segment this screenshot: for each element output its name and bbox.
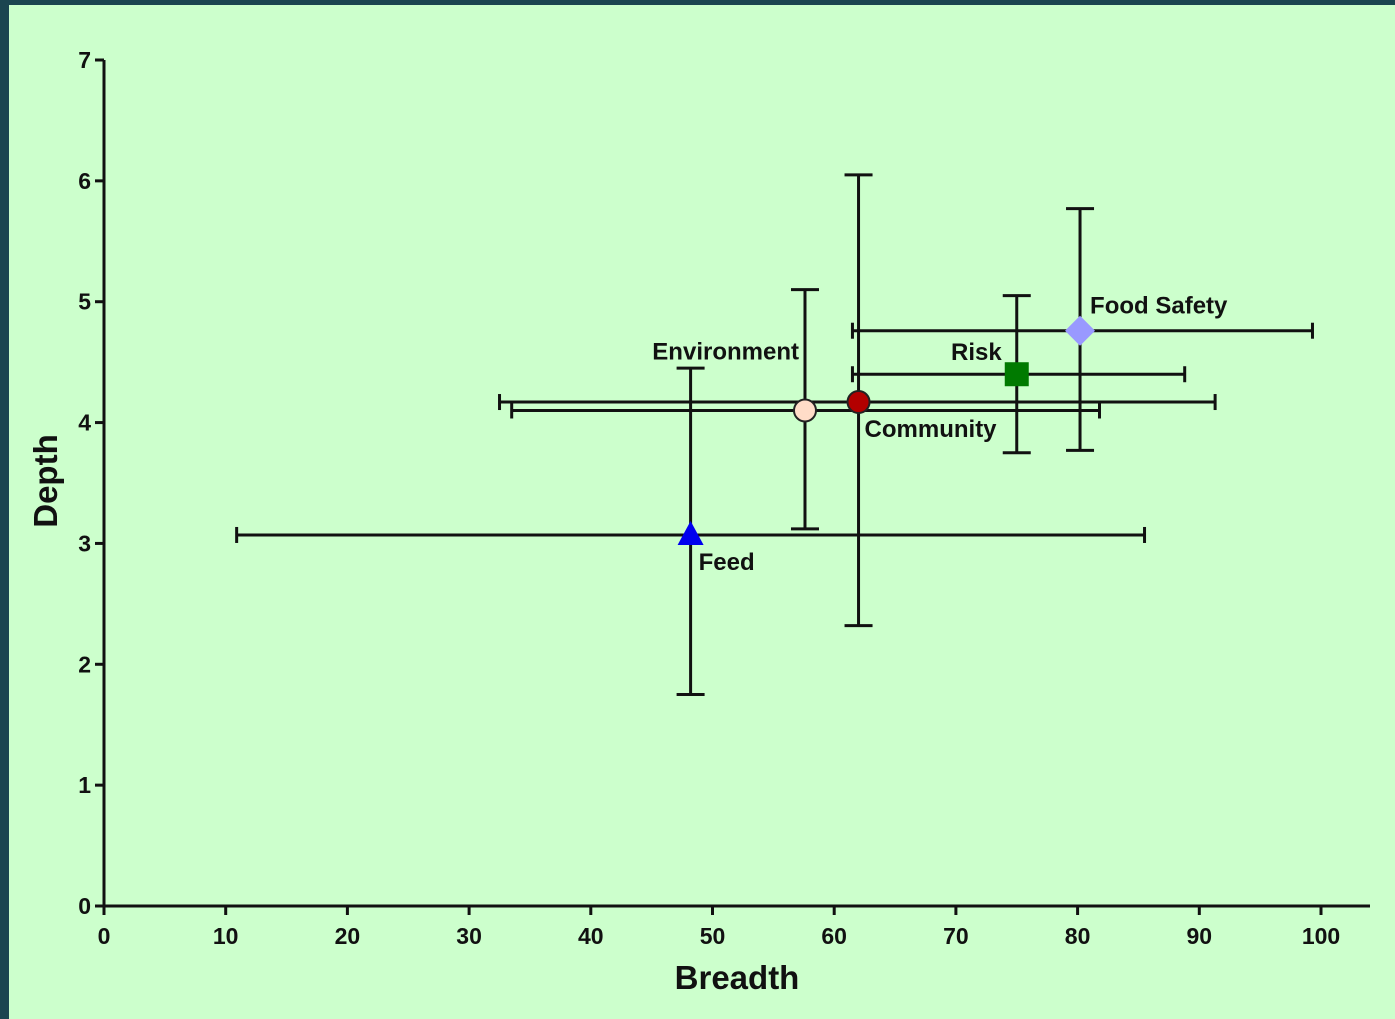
y-tick-label: 2 — [78, 651, 91, 677]
y-tick-label: 7 — [78, 47, 91, 73]
chart-panel — [9, 5, 1395, 1019]
marker-environment — [792, 398, 817, 423]
x-tick-label: 80 — [1065, 923, 1091, 949]
y-axis-title: Depth — [27, 434, 64, 528]
x-tick-label: 70 — [943, 923, 969, 949]
point-labels: Food Safety Risk Community Environment Feed — [652, 293, 1228, 576]
axes: 0 10 20 30 40 50 60 70 80 90 100 0 1 2 3 4 5 6 7 — [78, 47, 1370, 949]
label-environment: Environment — [652, 338, 799, 365]
x-tick-label: 50 — [700, 923, 726, 949]
y-tick-label: 3 — [78, 530, 91, 556]
x-tick-label: 20 — [335, 923, 361, 949]
x-tick-label: 10 — [213, 923, 239, 949]
label-community: Community — [865, 416, 998, 443]
label-feed: Feed — [699, 549, 755, 576]
data-markers — [677, 315, 1096, 545]
marker-feed — [677, 520, 704, 545]
x-tick-label: 60 — [821, 923, 847, 949]
x-tick-label: 30 — [456, 923, 482, 949]
x-tick-label: 0 — [98, 923, 111, 949]
marker-food-safety — [1065, 315, 1096, 346]
y-tick-label: 0 — [78, 893, 91, 919]
y-tick-label: 4 — [78, 410, 91, 436]
y-tick-label: 6 — [78, 168, 91, 194]
y-tick-label: 1 — [78, 772, 91, 798]
marker-risk — [1004, 362, 1029, 387]
label-risk: Risk — [951, 339, 1002, 366]
marker-community — [846, 390, 871, 415]
y-tick-label: 5 — [78, 289, 91, 315]
label-food-safety: Food Safety — [1090, 293, 1228, 320]
x-tick-label: 40 — [578, 923, 604, 949]
x-axis-title: Breadth — [675, 959, 800, 996]
error-bars — [235, 173, 1314, 696]
x-tick-label: 90 — [1187, 923, 1213, 949]
x-tick-label: 100 — [1302, 923, 1340, 949]
